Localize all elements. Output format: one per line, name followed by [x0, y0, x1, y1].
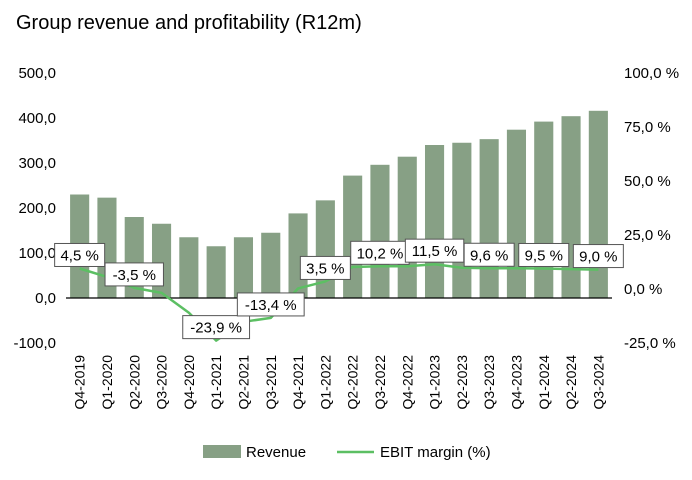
x-axis-tick-label: Q3-2020 — [154, 355, 170, 410]
left-axis-tick-label: -100,0 — [13, 335, 56, 352]
chart-title: Group revenue and profitability (R12m) — [16, 12, 362, 34]
ebit-data-label-box — [518, 242, 570, 267]
x-axis-tick-label: Q4-2021 — [290, 355, 306, 410]
x-axis-tick-label: Q4-2022 — [399, 355, 415, 410]
x-axis-tick-label: Q1-2021 — [208, 355, 224, 410]
revenue-bar — [206, 246, 226, 298]
left-axis-tick-label: 500,0 — [18, 65, 56, 82]
revenue-bar — [151, 223, 172, 298]
ebit-data-label: -3,5 % — [113, 267, 156, 284]
x-axis-tick-label: Q4-2020 — [181, 355, 197, 410]
ebit-data-label: 11,5 % — [412, 243, 458, 260]
x-axis-tick-label: Q3-2022 — [372, 355, 388, 410]
ebit-data-label: 9,6 % — [470, 247, 508, 264]
x-axis-tick-label: Q2-2021 — [235, 355, 251, 410]
ebit-data-label: 9,5 % — [525, 247, 563, 264]
ebit-data-label-box — [54, 242, 106, 267]
x-axis-tick-label: Q1-2024 — [536, 355, 552, 410]
revenue-bar — [261, 232, 281, 298]
left-axis-tick-label: 0,0 — [35, 290, 56, 307]
revenue-bar — [534, 121, 554, 298]
right-axis-tick-label: 25,0 % — [624, 227, 671, 244]
ebit-data-label: 4,5 % — [60, 247, 98, 264]
left-axis-tick-label: 200,0 — [18, 200, 56, 217]
x-axis-tick-label: Q4-2019 — [72, 355, 88, 410]
ebit-data-label: 3,5 % — [306, 260, 344, 277]
ebit-data-label-box — [182, 315, 251, 340]
left-axis-tick-label: 400,0 — [18, 110, 56, 127]
revenue-bar — [179, 237, 199, 298]
revenue-bar — [506, 129, 527, 298]
x-axis-tick-label: Q2-2023 — [454, 355, 470, 410]
x-axis-tick-label: Q3-2024 — [590, 355, 606, 410]
x-axis-tick-label: Q1-2023 — [427, 355, 443, 410]
ebit-data-label-box — [463, 242, 515, 267]
x-axis-tick-label: Q3-2023 — [481, 355, 497, 410]
legend-revenue-label: Revenue — [246, 444, 306, 461]
x-axis-tick-label: Q2-2024 — [563, 355, 579, 410]
revenue-bar — [424, 145, 445, 298]
legend-revenue-swatch — [203, 445, 241, 458]
ebit-data-label: 9,0 % — [579, 249, 617, 266]
right-axis-tick-label: 0,0 % — [624, 281, 662, 298]
x-axis-tick-label: Q2-2022 — [345, 355, 361, 410]
right-axis-tick-label: 75,0 % — [624, 119, 671, 136]
x-axis-tick-label: Q4-2023 — [508, 355, 524, 410]
ebit-data-label: -13,4 % — [245, 297, 297, 314]
revenue-bar — [397, 156, 417, 298]
ebit-data-label-box — [572, 244, 624, 269]
ebit-data-label-box — [236, 292, 305, 317]
ebit-data-label-box — [299, 255, 351, 280]
x-axis-tick-label: Q1-2022 — [317, 355, 333, 410]
x-axis-tick-label: Q1-2020 — [99, 355, 115, 410]
ebit-data-label: 10,2 % — [357, 245, 404, 262]
ebit-data-label: -23,9 % — [190, 320, 242, 337]
revenue-bar — [288, 213, 308, 298]
legend-ebit-label: EBIT margin (%) — [380, 444, 491, 461]
left-axis-tick-label: 100,0 — [18, 245, 56, 262]
right-axis-tick-label: 100,0 % — [624, 65, 679, 82]
right-axis-tick-label: 50,0 % — [624, 173, 671, 190]
left-axis-tick-label: 300,0 — [18, 155, 56, 172]
revenue-bar — [479, 139, 499, 298]
ebit-data-label-box — [104, 262, 164, 287]
revenue-bar — [452, 142, 472, 298]
x-axis-tick-label: Q3-2021 — [263, 355, 279, 410]
right-axis-tick-label: -25,0 % — [624, 335, 676, 352]
revenue-bar — [370, 164, 390, 298]
revenue-bar — [233, 237, 254, 298]
x-axis-tick-label: Q2-2020 — [126, 355, 142, 410]
revenue-bar — [561, 116, 581, 298]
